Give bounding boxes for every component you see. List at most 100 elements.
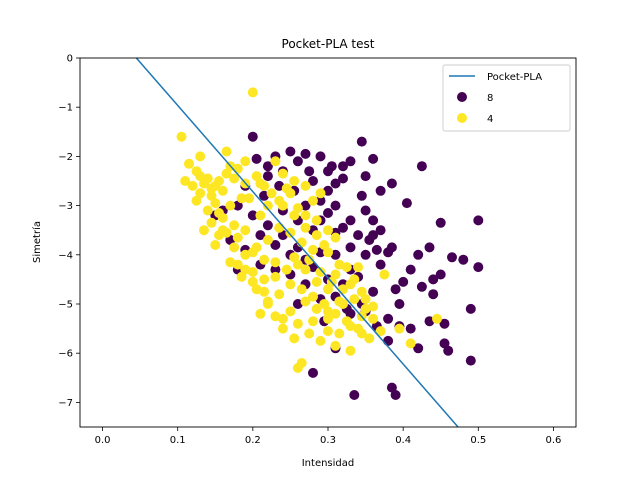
- point-4-145: [229, 242, 240, 253]
- point-8-114: [439, 318, 450, 329]
- point-4-20: [240, 225, 251, 236]
- point-4-37: [296, 237, 307, 248]
- points-layer: [176, 87, 484, 400]
- point-8-50: [398, 276, 409, 287]
- point-4-127: [289, 210, 300, 221]
- point-8-2: [285, 146, 296, 157]
- chart-title: Pocket-PLA test: [282, 37, 375, 51]
- point-4-65: [274, 289, 285, 300]
- point-4-94: [247, 247, 258, 258]
- point-8-22: [330, 200, 341, 211]
- point-4-81: [394, 323, 405, 334]
- x-tick-label: 0.3: [320, 435, 336, 446]
- point-8-40: [255, 230, 266, 241]
- point-8-87: [308, 367, 318, 378]
- point-4-106: [323, 313, 333, 324]
- point-8-106: [326, 161, 337, 172]
- point-4-140: [308, 316, 318, 327]
- point-8-35: [232, 200, 243, 211]
- point-8-73: [424, 316, 435, 327]
- point-8-7: [368, 153, 379, 164]
- y-tick-label: −6: [58, 349, 73, 360]
- point-8-112: [405, 264, 416, 275]
- point-4-26: [251, 171, 262, 182]
- point-8-17: [386, 178, 397, 189]
- point-8-55: [458, 254, 469, 265]
- pocket-pla-line: [135, 58, 459, 427]
- x-tick-label: 0.4: [395, 435, 411, 446]
- point-4-139: [323, 326, 333, 337]
- point-8-10: [292, 156, 303, 167]
- point-4-104: [356, 286, 367, 297]
- point-4-100: [323, 284, 333, 295]
- point-4-131: [334, 259, 345, 270]
- point-8-83: [465, 303, 476, 314]
- point-4-141: [277, 323, 288, 334]
- point-4-146: [221, 227, 232, 238]
- point-4-85: [315, 188, 326, 199]
- y-tick-label: −3: [58, 201, 73, 212]
- point-8-77: [413, 343, 424, 354]
- point-4-14: [236, 193, 247, 204]
- point-4-101: [330, 269, 341, 280]
- point-8-98: [300, 200, 311, 211]
- point-4-135: [368, 301, 379, 312]
- point-4-64: [285, 279, 296, 290]
- point-4-43: [232, 259, 243, 270]
- point-8-34: [247, 210, 258, 221]
- point-8-25: [368, 215, 379, 226]
- point-4-118: [199, 178, 209, 189]
- point-4-125: [266, 188, 277, 199]
- point-4-107: [311, 303, 322, 314]
- point-4-115: [210, 240, 221, 250]
- point-4-67: [255, 308, 266, 319]
- point-4-119: [206, 190, 217, 201]
- y-axis: 0 −1 −2 −3 −4 −5 −6 −7: [58, 54, 80, 409]
- point-4-75: [356, 328, 367, 339]
- y-tick-label: −1: [58, 103, 73, 114]
- point-4-87: [281, 183, 292, 194]
- point-8-4: [315, 151, 326, 162]
- point-8-81: [435, 217, 446, 228]
- point-8-82: [473, 215, 484, 226]
- point-8-57: [428, 274, 439, 285]
- legend-label-8: 8: [487, 93, 493, 104]
- point-4-61: [319, 299, 330, 309]
- point-4-63: [296, 284, 307, 295]
- point-8-51: [413, 249, 424, 260]
- point-8-108: [356, 190, 367, 201]
- point-4-93: [232, 232, 243, 243]
- point-4-36: [308, 244, 318, 255]
- point-4-109: [285, 306, 296, 317]
- point-8-67: [270, 264, 281, 275]
- point-4-122: [232, 163, 243, 174]
- point-8-52: [424, 242, 435, 253]
- point-4-60: [330, 308, 341, 319]
- point-4-47: [281, 264, 292, 275]
- point-4-74: [345, 345, 356, 356]
- point-8-41: [270, 240, 281, 250]
- point-4-80: [379, 269, 390, 280]
- point-8-86: [349, 390, 360, 400]
- point-8-53: [435, 269, 446, 280]
- point-4-90: [206, 217, 217, 228]
- y-tick-label: −5: [58, 300, 73, 311]
- point-4-50: [315, 267, 326, 277]
- point-8-26: [375, 225, 386, 236]
- point-4-83: [432, 313, 442, 324]
- point-8-28: [338, 222, 348, 233]
- point-4-86: [300, 180, 311, 191]
- point-8-107: [338, 173, 348, 184]
- point-8-110: [371, 244, 382, 255]
- point-8-78: [394, 299, 405, 309]
- point-8-23: [345, 215, 356, 226]
- point-4-71: [289, 333, 300, 344]
- point-8-6: [356, 136, 367, 147]
- point-4-134: [360, 294, 371, 305]
- point-4-39: [274, 222, 285, 233]
- point-8-59: [390, 284, 401, 295]
- x-tick-label: 0.1: [170, 435, 186, 446]
- legend-box: [442, 64, 571, 132]
- point-4-3: [184, 158, 194, 169]
- legend-marker-8: [457, 92, 467, 102]
